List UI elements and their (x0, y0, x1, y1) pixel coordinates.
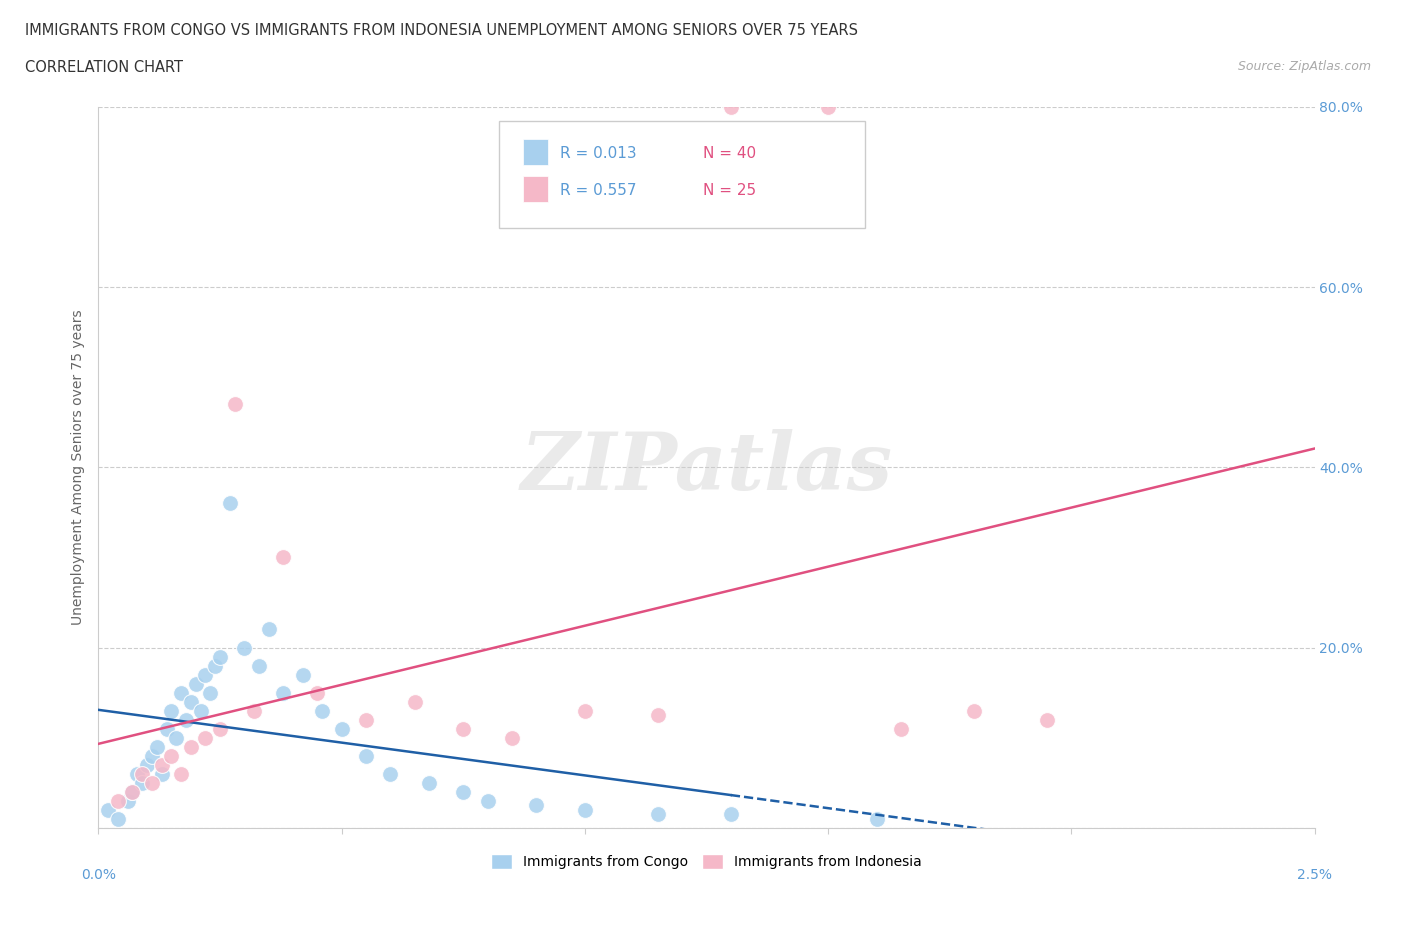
Point (574, 803, 596, 817)
Point (127, 766, 149, 781)
Point (224, 397, 246, 412)
Point (155, 721, 177, 736)
Point (131, 766, 153, 781)
Point (354, 712, 377, 727)
Point (209, 721, 232, 736)
Point (524, 798, 547, 813)
Point (165, 730, 187, 745)
Point (190, 703, 212, 718)
Text: R = 0.013: R = 0.013 (560, 146, 636, 161)
Point (194, 667, 217, 682)
Point (647, 708, 669, 723)
Legend: Immigrants from Congo, Immigrants from Indonesia: Immigrants from Congo, Immigrants from I… (485, 849, 928, 875)
Point (180, 694, 202, 709)
Point (418, 776, 440, 790)
Point (209, 649, 232, 664)
Point (107, 811, 129, 826)
Point (247, 658, 270, 673)
Point (180, 739, 202, 754)
Point (291, 667, 314, 682)
Point (97, 803, 120, 817)
Point (150, 757, 173, 772)
Point (404, 694, 426, 709)
Point (453, 784, 475, 799)
Text: IMMIGRANTS FROM CONGO VS IMMIGRANTS FROM INDONESIA UNEMPLOYMENT AMONG SENIORS OV: IMMIGRANTS FROM CONGO VS IMMIGRANTS FROM… (25, 23, 858, 38)
Point (647, 806, 669, 821)
Text: N = 40: N = 40 (703, 146, 756, 161)
Point (501, 730, 523, 745)
Point (218, 496, 240, 511)
Point (121, 784, 143, 799)
Point (271, 685, 294, 700)
Point (817, 100, 839, 114)
Point (380, 766, 402, 781)
Point (117, 793, 139, 808)
Point (330, 721, 353, 736)
Point (890, 721, 912, 736)
Point (574, 703, 596, 718)
Point (121, 784, 143, 799)
Point (136, 757, 159, 772)
Point (963, 703, 986, 718)
Point (150, 766, 173, 781)
Point (720, 100, 742, 114)
Point (107, 793, 129, 808)
Point (307, 685, 329, 700)
Text: R = 0.557: R = 0.557 (560, 183, 636, 198)
Point (160, 748, 183, 763)
Point (1036, 712, 1059, 727)
Point (170, 766, 193, 781)
Point (174, 712, 197, 727)
Point (131, 776, 153, 790)
Point (257, 622, 280, 637)
Text: ZIPatlas: ZIPatlas (520, 429, 893, 506)
Point (311, 703, 333, 718)
Text: 2.5%: 2.5% (1298, 869, 1331, 883)
Point (141, 748, 163, 763)
Point (354, 748, 377, 763)
Point (141, 776, 163, 790)
Text: N = 25: N = 25 (703, 183, 756, 198)
Point (200, 685, 222, 700)
Point (720, 806, 742, 821)
Point (146, 739, 169, 754)
Point (160, 703, 183, 718)
Text: CORRELATION CHART: CORRELATION CHART (25, 60, 183, 75)
Point (453, 721, 475, 736)
Text: 0.0%: 0.0% (82, 869, 115, 883)
Point (204, 658, 226, 673)
Point (477, 793, 499, 808)
Point (271, 550, 294, 565)
Point (866, 811, 889, 826)
Point (243, 703, 266, 718)
Point (184, 676, 207, 691)
Y-axis label: Unemployment Among Seniors over 75 years: Unemployment Among Seniors over 75 years (72, 310, 86, 625)
Point (233, 640, 256, 655)
Text: Source: ZipAtlas.com: Source: ZipAtlas.com (1237, 60, 1371, 73)
Point (170, 685, 193, 700)
Point (194, 730, 217, 745)
